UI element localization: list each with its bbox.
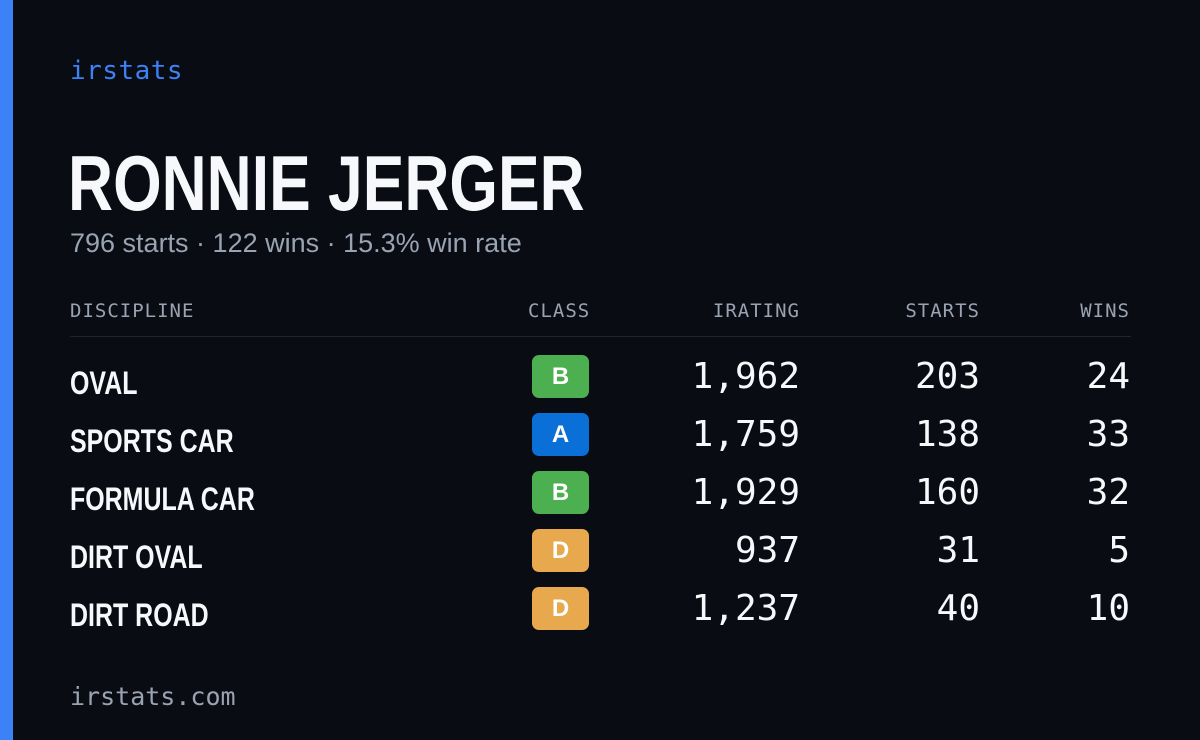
starts-value: 138 [914,414,980,455]
table-row: FORMULA CAR B 1,929 160 32 [70,471,1131,529]
starts-value: 40 [936,588,980,629]
wins-value: 32 [1086,472,1130,513]
discipline-name: SPORTS CAR [70,423,234,459]
stats-table: DISCIPLINE CLASS IRATING STARTS WINS OVA… [70,296,1131,645]
table-body: OVAL B 1,962 203 24 SPORTS CAR A 1,759 1… [70,337,1131,645]
table-row: DIRT ROAD D 1,237 40 10 [70,587,1131,645]
page-title: RONNIE JERGER [68,139,585,227]
class-badge: B [532,355,589,398]
column-header-starts: STARTS [905,300,980,322]
irating-value: 1,759 [691,414,800,455]
starts-value: 203 [914,356,980,397]
class-badge: B [532,471,589,514]
class-badge: D [532,587,589,630]
irating-value: 1,962 [691,356,800,397]
column-header-class: CLASS [528,300,591,322]
discipline-name: DIRT OVAL [70,539,203,575]
irating-value: 937 [734,530,800,571]
driver-summary: 796 starts · 122 wins · 15.3% win rate [70,228,522,258]
table-row: OVAL B 1,962 203 24 [70,355,1131,413]
column-header-discipline: DISCIPLINE [70,300,195,322]
starts-value: 160 [914,472,980,513]
discipline-name: DIRT ROAD [70,597,209,633]
column-header-irating: IRATING [712,300,800,322]
wins-value: 24 [1086,356,1130,397]
wins-value: 10 [1086,588,1130,629]
brand-logo[interactable]: irstats [70,56,184,86]
footer-url[interactable]: irstats.com [70,682,236,711]
irating-value: 1,929 [691,472,800,513]
table-row: DIRT OVAL D 937 31 5 [70,529,1131,587]
discipline-name: FORMULA CAR [70,481,255,517]
starts-value: 31 [936,530,980,571]
table-header: DISCIPLINE CLASS IRATING STARTS WINS [70,296,1131,337]
class-badge: D [532,529,589,572]
irating-value: 1,237 [691,588,800,629]
discipline-name: OVAL [70,365,138,401]
wins-value: 33 [1086,414,1130,455]
accent-bar [0,0,13,740]
class-badge: A [532,413,589,456]
column-header-wins: WINS [1080,300,1130,322]
table-row: SPORTS CAR A 1,759 138 33 [70,413,1131,471]
wins-value: 5 [1108,530,1130,571]
